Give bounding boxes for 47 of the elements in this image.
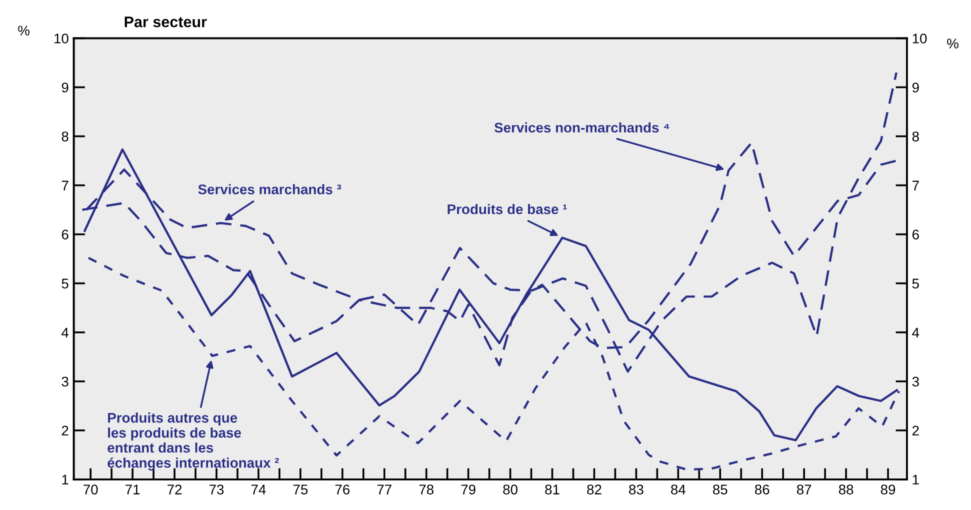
x-tick-label: 86 (754, 484, 770, 494)
x-tick-label: 75 (293, 484, 308, 494)
y-tick-label: 2 (62, 426, 68, 436)
y2-tick-label: 7 (912, 180, 919, 190)
y-axis-title: % (18, 26, 30, 36)
series-label: Produits autres que les produits de base entrant dans les échanges internationaux ² (108, 412, 279, 471)
y2-tick-label: 4 (912, 328, 920, 338)
y-tick-label: 1 (62, 474, 68, 484)
y2-tick-label: 1 (912, 474, 919, 484)
x-tick-label: 71 (126, 484, 140, 494)
y2-tick-label: 10 (912, 34, 927, 44)
x-tick-label: 79 (461, 484, 476, 494)
x-tick-label: 78 (419, 484, 434, 494)
chart-title: Par secteur (124, 16, 207, 28)
y2-tick-label: 3 (912, 376, 919, 387)
x-tick-label: 85 (713, 484, 728, 494)
y2-tick-label: 6 (912, 230, 919, 240)
y-tick-label: 5 (62, 278, 68, 289)
x-tick-label: 83 (629, 484, 644, 494)
series-label: Produits de base ¹ (448, 204, 567, 214)
x-tick-label: 77 (377, 484, 392, 494)
x-tick-label: 81 (545, 484, 560, 494)
x-tick-label: 73 (209, 484, 224, 494)
x-tick-label: 70 (84, 484, 98, 494)
y2-tick-label: 9 (912, 82, 919, 92)
x-tick-label: 88 (838, 484, 854, 494)
y2-tick-label: 2 (912, 426, 919, 436)
y-tick-label: 8 (62, 132, 68, 142)
y-tick-label: 3 (62, 376, 68, 387)
y2-tick-label: 5 (912, 278, 919, 289)
y-tick-label: 9 (62, 82, 68, 92)
x-tick-label: 87 (796, 484, 812, 494)
x-tick-label: 89 (880, 484, 896, 494)
text: Services non-marchands ⁴ (494, 122, 670, 133)
y2-tick-label: 8 (912, 132, 919, 142)
x-tick-label: 80 (503, 484, 518, 494)
x-tick-label: 72 (168, 484, 182, 494)
y-tick-label: 7 (62, 180, 68, 190)
y-tick-label: 10 (54, 34, 68, 44)
x-tick-label: 84 (671, 484, 686, 494)
x-tick-label: 74 (251, 484, 266, 494)
text: Services marchands ³ (198, 184, 342, 194)
x-tick-label: 76 (335, 484, 350, 494)
y2-axis-title: % (947, 38, 958, 48)
x-tick-label: 82 (587, 484, 602, 494)
y-tick-label: 6 (62, 230, 68, 240)
y-tick-label: 4 (62, 328, 69, 338)
